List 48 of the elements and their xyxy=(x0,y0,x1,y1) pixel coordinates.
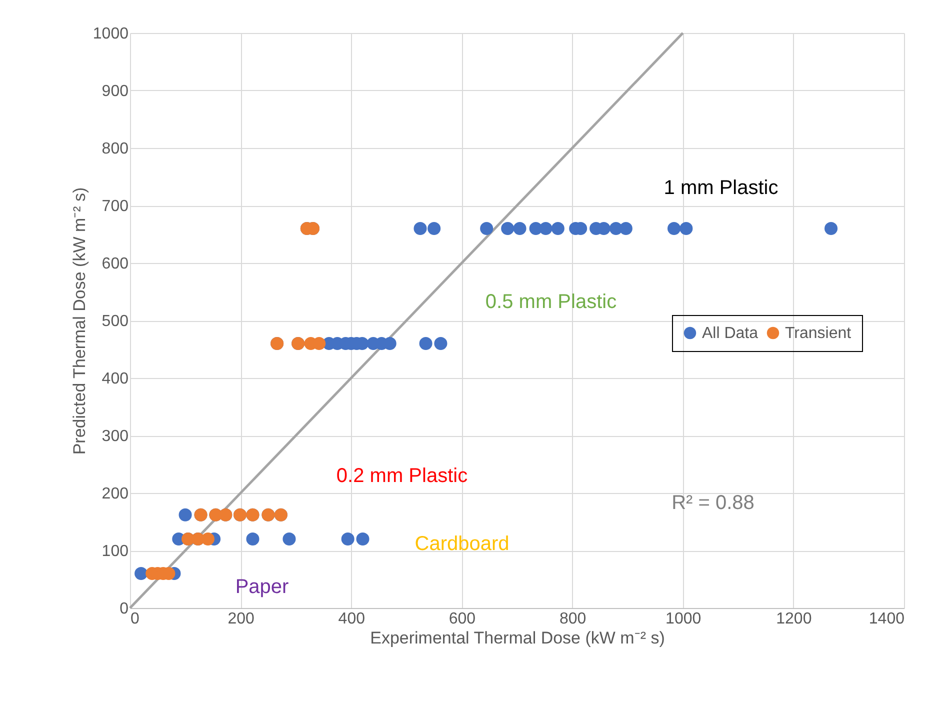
y-axis-title: Predicted Thermal Dose (kW m⁻² s) xyxy=(70,187,89,455)
annotation: 0.2 mm Plastic xyxy=(336,465,468,487)
x-tick-label: 1000 xyxy=(666,610,702,628)
y-tick-label: 300 xyxy=(102,428,129,445)
y-tick-label: 100 xyxy=(102,543,129,560)
point xyxy=(824,222,838,236)
y-tick-label: 800 xyxy=(102,140,129,158)
x-tick-label: 200 xyxy=(228,610,255,628)
annotation: 1 mm Plastic xyxy=(664,177,778,199)
legend-label: All Data xyxy=(702,325,758,342)
y-tick-label: 900 xyxy=(102,83,129,100)
point xyxy=(201,532,214,546)
point xyxy=(341,532,354,546)
point xyxy=(501,222,514,236)
x-tick-label: 600 xyxy=(448,610,476,628)
point xyxy=(419,336,432,350)
point xyxy=(619,222,632,236)
y-tick-label: 200 xyxy=(102,486,129,502)
point xyxy=(551,222,564,236)
annotation: Paper xyxy=(235,576,290,598)
point xyxy=(414,222,427,236)
point xyxy=(178,508,192,522)
point xyxy=(680,222,693,236)
x-axis-title: Experimental Thermal Dose (kW m⁻² s) xyxy=(370,628,665,648)
point xyxy=(428,222,441,236)
point xyxy=(246,532,260,546)
point xyxy=(434,336,448,350)
point xyxy=(513,222,526,236)
legend-label: Transient xyxy=(785,325,852,342)
point xyxy=(480,222,494,236)
annotation: Cardboard xyxy=(414,533,510,555)
y-tick-label: 500 xyxy=(102,313,129,330)
point xyxy=(282,532,296,546)
y-tick-label: 400 xyxy=(102,370,129,388)
point xyxy=(667,222,681,236)
x-tick-label: 0 xyxy=(130,610,140,628)
annotation: 0.5 mm Plastic xyxy=(485,291,617,313)
y-tick-label: 700 xyxy=(102,198,129,215)
y-tick-label: 600 xyxy=(102,256,129,272)
point xyxy=(134,566,148,580)
point xyxy=(356,532,370,546)
x-tick-label: 400 xyxy=(338,610,366,628)
x-tick-label: 1400 xyxy=(868,610,905,628)
x-tick-label: 1200 xyxy=(776,610,812,628)
y-tick-label: 1000 xyxy=(92,26,129,42)
x-tick-label: 800 xyxy=(559,610,586,628)
point xyxy=(539,222,552,236)
annotation: R² = 0.88 xyxy=(672,492,754,514)
